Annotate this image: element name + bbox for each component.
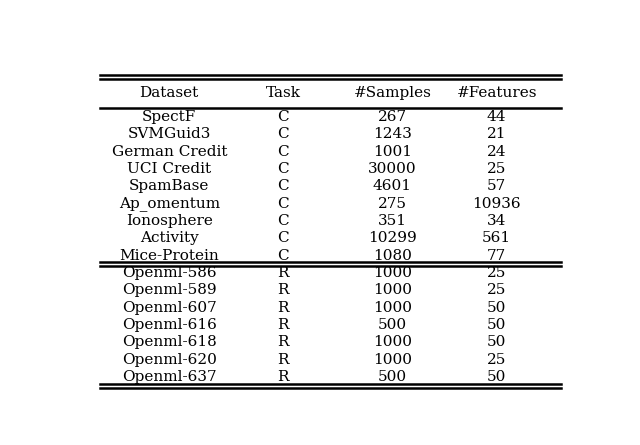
Text: 1000: 1000 <box>373 353 412 367</box>
Text: C: C <box>278 249 289 263</box>
Text: C: C <box>278 162 289 176</box>
Text: R: R <box>278 301 289 315</box>
Text: 30000: 30000 <box>368 162 417 176</box>
Text: SpectF: SpectF <box>142 110 196 124</box>
Text: 25: 25 <box>487 266 506 280</box>
Text: R: R <box>278 370 289 384</box>
Text: C: C <box>278 231 289 245</box>
Text: 34: 34 <box>487 214 506 228</box>
Text: R: R <box>278 318 289 332</box>
Text: 267: 267 <box>378 110 407 124</box>
Text: C: C <box>278 179 289 193</box>
Text: 25: 25 <box>487 283 506 297</box>
Text: Openml-607: Openml-607 <box>122 301 217 315</box>
Text: 561: 561 <box>482 231 511 245</box>
Text: 50: 50 <box>487 318 506 332</box>
Text: 4601: 4601 <box>373 179 412 193</box>
Text: German Credit: German Credit <box>111 145 227 158</box>
Text: Activity: Activity <box>140 231 198 245</box>
Text: 50: 50 <box>487 301 506 315</box>
Text: UCI Credit: UCI Credit <box>127 162 211 176</box>
Text: Openml-616: Openml-616 <box>122 318 217 332</box>
Text: R: R <box>278 353 289 367</box>
Text: Dataset: Dataset <box>140 86 199 100</box>
Text: Mice-Protein: Mice-Protein <box>120 249 219 263</box>
Text: 275: 275 <box>378 197 407 210</box>
Text: Openml-589: Openml-589 <box>122 283 216 297</box>
Text: R: R <box>278 283 289 297</box>
Text: SVMGuid3: SVMGuid3 <box>127 127 211 141</box>
Text: 10299: 10299 <box>368 231 417 245</box>
Text: 1000: 1000 <box>373 283 412 297</box>
Text: SpamBase: SpamBase <box>129 179 209 193</box>
Text: 1000: 1000 <box>373 301 412 315</box>
Text: 77: 77 <box>487 249 506 263</box>
Text: Openml-620: Openml-620 <box>122 353 217 367</box>
Text: 1001: 1001 <box>373 145 412 158</box>
Text: Task: Task <box>266 86 301 100</box>
Text: 21: 21 <box>487 127 506 141</box>
Text: 1243: 1243 <box>373 127 412 141</box>
Text: #Features: #Features <box>456 86 537 100</box>
Text: Ap_omentum: Ap_omentum <box>118 196 220 211</box>
Text: 44: 44 <box>487 110 506 124</box>
Text: 351: 351 <box>378 214 407 228</box>
Text: R: R <box>278 266 289 280</box>
Text: C: C <box>278 214 289 228</box>
Text: 50: 50 <box>487 370 506 384</box>
Text: Openml-586: Openml-586 <box>122 266 216 280</box>
Text: #Samples: #Samples <box>353 86 431 100</box>
Text: 1000: 1000 <box>373 336 412 349</box>
Text: 25: 25 <box>487 162 506 176</box>
Text: Openml-618: Openml-618 <box>122 336 217 349</box>
Text: 50: 50 <box>487 336 506 349</box>
Text: Openml-637: Openml-637 <box>122 370 216 384</box>
Text: R: R <box>278 336 289 349</box>
Text: 1080: 1080 <box>373 249 412 263</box>
Text: C: C <box>278 197 289 210</box>
Text: 24: 24 <box>487 145 506 158</box>
Text: 1000: 1000 <box>373 266 412 280</box>
Text: C: C <box>278 110 289 124</box>
Text: Ionosphere: Ionosphere <box>126 214 212 228</box>
Text: 57: 57 <box>487 179 506 193</box>
Text: 10936: 10936 <box>472 197 521 210</box>
Text: 500: 500 <box>378 370 407 384</box>
Text: C: C <box>278 145 289 158</box>
Text: C: C <box>278 127 289 141</box>
Text: 500: 500 <box>378 318 407 332</box>
Text: 25: 25 <box>487 353 506 367</box>
